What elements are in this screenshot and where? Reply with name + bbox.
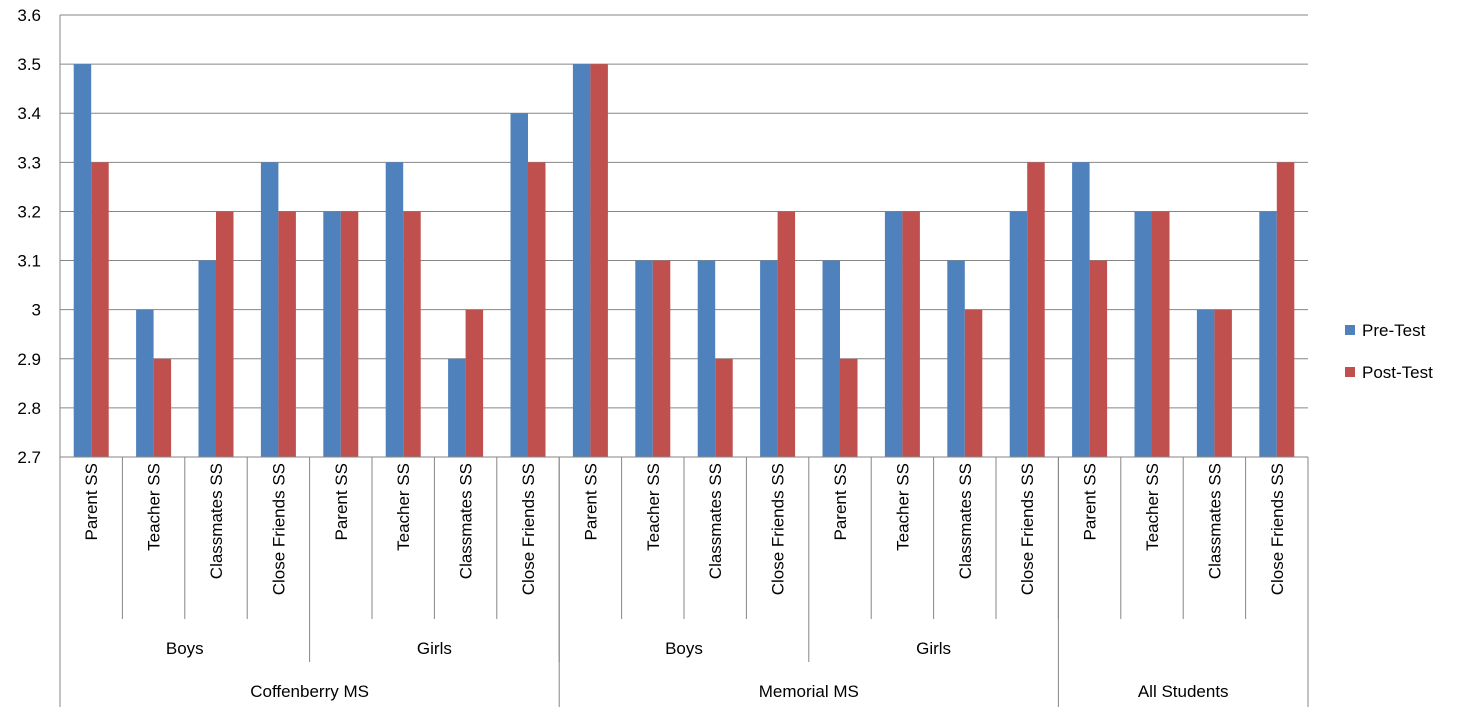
bar-pre-test xyxy=(1259,211,1277,457)
y-tick-label: 3.3 xyxy=(17,153,41,172)
x-category-label: Teacher SS xyxy=(644,463,663,551)
bar-pre-test xyxy=(884,211,903,457)
bars xyxy=(73,64,1295,458)
x-category-label: Classmates SS xyxy=(1205,463,1224,579)
bar-pre-test xyxy=(510,113,528,457)
bar-pre-test xyxy=(1134,211,1152,457)
bar-post-test xyxy=(840,358,858,457)
x-category-label: Classmates SS xyxy=(207,463,226,579)
bar-post-test xyxy=(652,260,671,457)
bar-pre-test xyxy=(1009,211,1028,457)
bar-post-test xyxy=(1214,309,1232,457)
bar-post-test xyxy=(216,211,234,457)
bar-pre-test xyxy=(136,309,154,457)
legend-label: Pre-Test xyxy=(1362,321,1426,340)
y-tick-label: 3.5 xyxy=(17,55,41,74)
group-label-level3: All Students xyxy=(1138,682,1229,701)
bar-pre-test xyxy=(572,64,591,457)
x-category-label: Parent SS xyxy=(332,463,351,541)
bar-pre-test xyxy=(448,358,466,457)
y-tick-label: 3.1 xyxy=(17,252,41,271)
group-label-level2: Girls xyxy=(417,639,452,658)
bar-pre-test xyxy=(1196,309,1215,457)
y-tick-label: 3 xyxy=(32,301,41,320)
x-category-label: Teacher SS xyxy=(394,463,413,551)
group-label-level2: Boys xyxy=(665,639,703,658)
x-category-label: Classmates SS xyxy=(956,463,975,579)
bar-pre-test xyxy=(260,162,279,458)
x-category-label: Teacher SS xyxy=(893,463,912,551)
x-category-label: Close Friends SS xyxy=(769,463,788,595)
bar-post-test xyxy=(777,211,796,457)
bar-post-test xyxy=(1027,162,1045,458)
group-label-level3: Coffenberry MS xyxy=(250,682,369,701)
bar-post-test xyxy=(403,211,421,457)
bar-post-test xyxy=(340,211,359,457)
x-category-label: Parent SS xyxy=(831,463,850,541)
x-category-label: Classmates SS xyxy=(706,463,725,579)
legend: Pre-Test Post-Test xyxy=(1345,321,1433,382)
legend-swatch-post-test xyxy=(1345,367,1355,377)
x-category-label: Parent SS xyxy=(1081,463,1100,541)
bar-post-test xyxy=(964,309,983,457)
bar-post-test xyxy=(465,309,484,457)
y-tick-label: 3.4 xyxy=(17,104,41,123)
bar-pre-test xyxy=(697,260,716,457)
bar-post-test xyxy=(590,64,608,457)
group-label-level2: Boys xyxy=(166,639,204,658)
group-label-level3: Memorial MS xyxy=(759,682,859,701)
y-tick-label: 3.6 xyxy=(17,6,41,25)
x-category-label: Close Friends SS xyxy=(519,463,538,595)
x-category-label: Close Friends SS xyxy=(1018,463,1037,595)
y-tick-label: 3.2 xyxy=(17,202,41,221)
bar-pre-test xyxy=(198,260,216,457)
bar-pre-test xyxy=(323,211,341,457)
y-tick-label: 2.9 xyxy=(17,350,41,369)
legend-label: Post-Test xyxy=(1362,363,1433,382)
bar-pre-test xyxy=(73,64,92,457)
y-tick-label: 2.7 xyxy=(17,448,41,467)
bar-post-test xyxy=(902,211,920,457)
bar-post-test xyxy=(91,162,109,458)
x-category-label: Parent SS xyxy=(581,463,600,541)
x-category-label: Close Friends SS xyxy=(269,463,288,595)
gridlines xyxy=(60,14,1308,458)
x-category-label: Classmates SS xyxy=(457,463,476,579)
bar-post-test xyxy=(153,358,172,457)
x-category-label: Close Friends SS xyxy=(1268,463,1287,595)
bar-pre-test xyxy=(385,162,404,458)
y-axis-tick-labels: 2.7 2.8 2.9 3 3.1 3.2 3.3 3.4 3.5 3.6 xyxy=(17,6,41,467)
bar-pre-test xyxy=(947,260,965,457)
bar-pre-test xyxy=(1072,162,1090,458)
bar-post-test xyxy=(1089,260,1108,457)
x-axis-category-labels: Parent SS Teacher SS Classmates SS Close Fr… xyxy=(82,463,1287,701)
bar-post-test xyxy=(1152,211,1170,457)
bar-pre-test xyxy=(760,260,778,457)
x-category-label: Parent SS xyxy=(82,463,101,541)
legend-swatch-pre-test xyxy=(1345,325,1355,335)
y-tick-label: 2.8 xyxy=(17,399,41,418)
bar-pre-test xyxy=(635,260,653,457)
x-category-label: Teacher SS xyxy=(1143,463,1162,551)
bar-pre-test xyxy=(822,260,840,457)
bar-post-test xyxy=(715,358,733,457)
bar-post-test xyxy=(278,211,296,457)
bar-post-test xyxy=(528,162,546,458)
bar-post-test xyxy=(1276,162,1295,458)
axes xyxy=(59,15,1309,707)
x-category-label: Teacher SS xyxy=(145,463,164,551)
group-label-level2: Girls xyxy=(916,639,951,658)
